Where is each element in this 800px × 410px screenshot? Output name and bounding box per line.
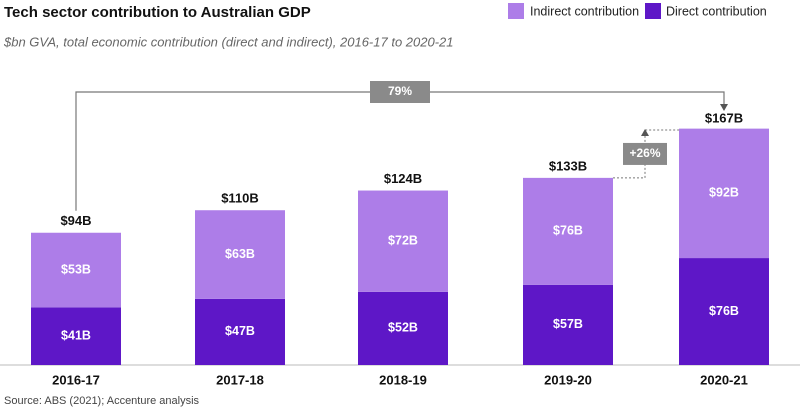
chart-title: Tech sector contribution to Australian G… <box>4 4 311 21</box>
bar-segment <box>31 307 121 365</box>
segment-label: $92B <box>709 186 739 200</box>
annotation-text: +26% <box>629 146 660 160</box>
arrow-head <box>641 129 649 137</box>
total-label: $124B <box>384 171 422 186</box>
bar-segment <box>358 190 448 292</box>
bar-segment <box>358 291 448 365</box>
segment-label: $47B <box>225 324 255 338</box>
source: Source: ABS (2021); Accenture analysis <box>4 395 200 407</box>
x-tick-label: 2020-21 <box>700 372 748 387</box>
x-tick-label: 2019-20 <box>544 372 592 387</box>
arrow-head <box>720 104 728 112</box>
segment-label: $63B <box>225 247 255 261</box>
segment-label: $52B <box>388 321 418 335</box>
total-label: $167B <box>705 110 743 125</box>
annotation-box <box>623 142 667 165</box>
x-tick-label: 2018-19 <box>379 372 427 387</box>
segment-label: $76B <box>709 304 739 318</box>
segment-label: $57B <box>553 317 583 331</box>
segment-label: $41B <box>61 328 91 342</box>
legend-swatch <box>645 3 661 19</box>
total-label: $94B <box>60 213 91 228</box>
bar-segment <box>679 128 769 259</box>
legend-label: Direct contribution <box>666 4 767 18</box>
chart-subtitle: $bn GVA, total economic contribution (di… <box>3 34 454 49</box>
bar-segment <box>195 298 285 365</box>
bar-segment <box>195 210 285 299</box>
annotation-box <box>370 81 430 103</box>
segment-label: $53B <box>61 262 91 276</box>
legend-label: Indirect contribution <box>530 4 639 18</box>
annotation-text: 79% <box>388 84 412 98</box>
legend-swatch <box>508 3 524 19</box>
growth-line <box>613 129 679 179</box>
total-label: $133B <box>549 158 587 173</box>
x-tick-label: 2016-17 <box>52 372 100 387</box>
bar-segment <box>523 177 613 285</box>
bar-segment <box>523 284 613 365</box>
segment-label: $72B <box>388 233 418 247</box>
segment-label: $76B <box>553 224 583 238</box>
total-label: $110B <box>221 191 259 206</box>
x-tick-label: 2017-18 <box>216 372 264 387</box>
bar-segment <box>31 232 121 308</box>
bar-segment <box>679 258 769 365</box>
